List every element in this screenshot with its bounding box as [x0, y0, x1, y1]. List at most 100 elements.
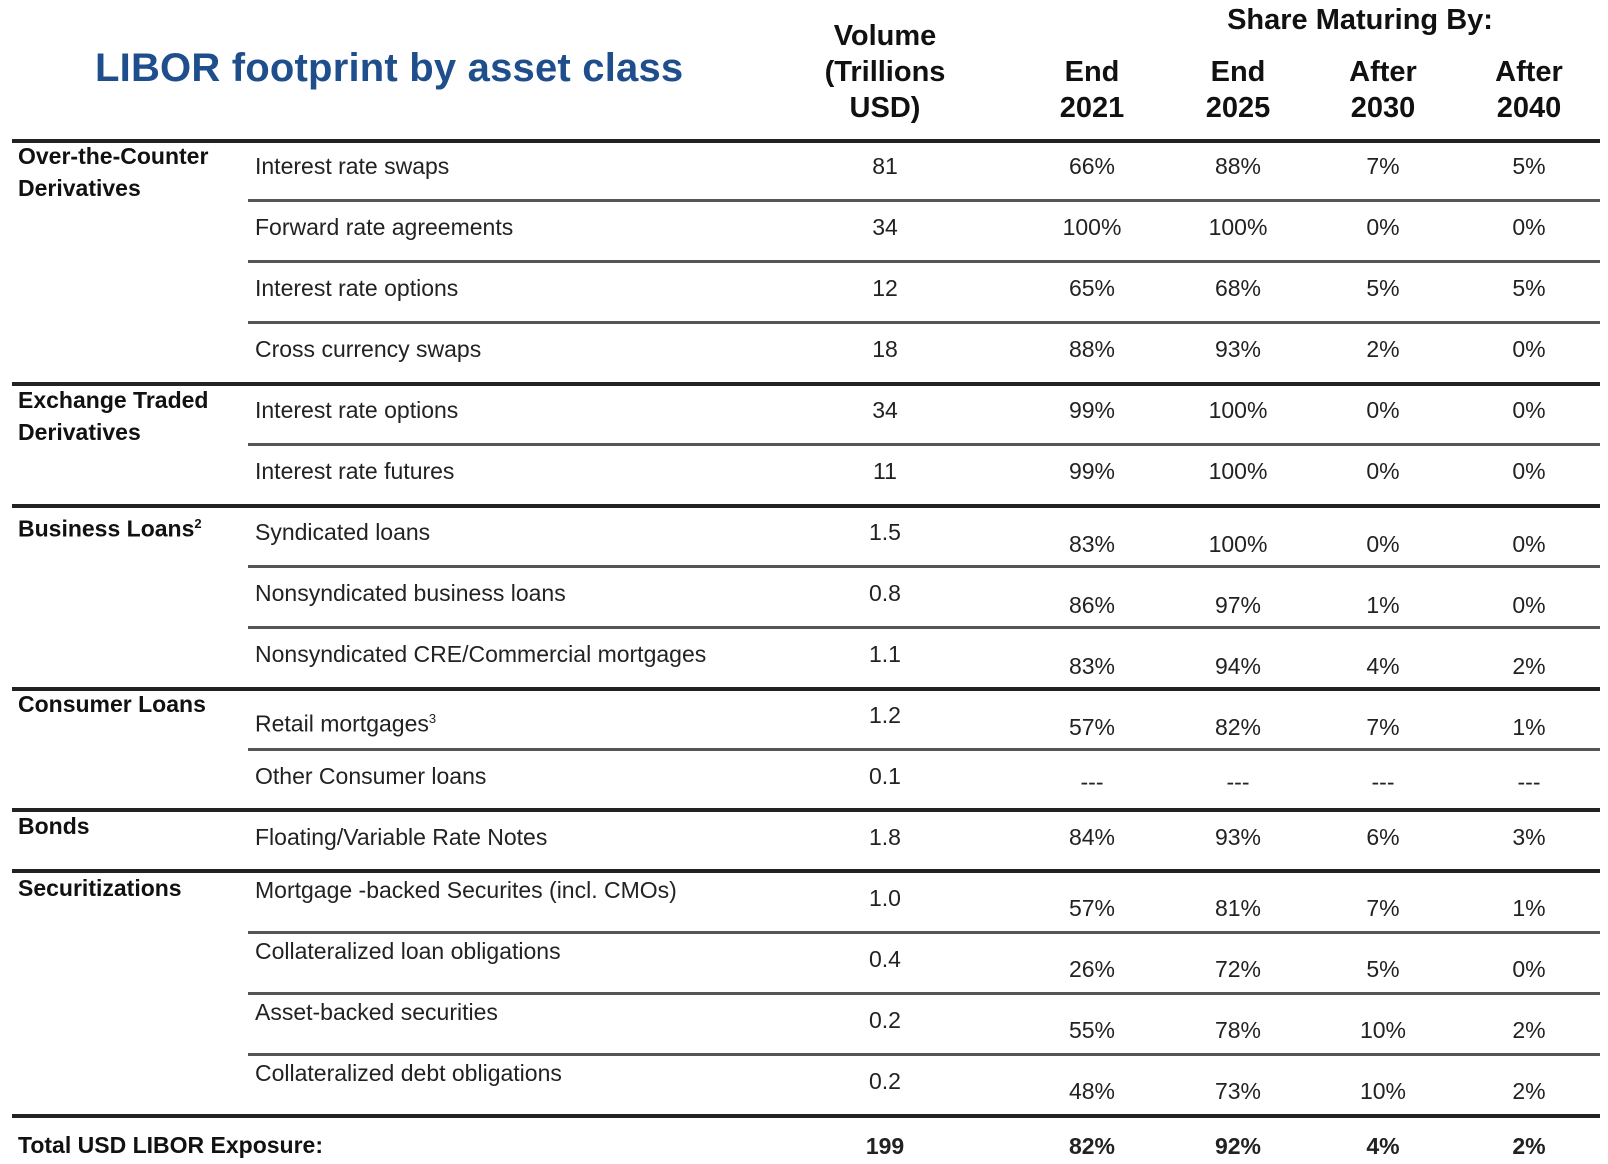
cell-end-2021: 57% [1068, 714, 1116, 740]
cell-after-2040: 2% [1512, 653, 1546, 679]
cell-end-2025: 88% [1214, 153, 1262, 179]
row-divider [248, 260, 1600, 263]
total-volume: 199 [865, 1133, 905, 1159]
row-label-text: Interest rate futures [255, 458, 455, 484]
cell-end-2025: 73% [1214, 1078, 1262, 1104]
cell-after-2040: 0% [1512, 214, 1546, 240]
row-label: Interest rate futures [255, 457, 454, 485]
row-label: Other Consumer loans [255, 762, 486, 790]
col-header-line: 2025 [1205, 92, 1271, 124]
row-label: Collateralized loan obligations [255, 937, 561, 965]
row-divider [248, 748, 1600, 751]
cell-after-2030: 7% [1366, 714, 1400, 740]
col-header-line: End [1210, 56, 1266, 88]
row-label-text: Interest rate options [255, 397, 459, 423]
col-header-end-2025: End 2025 [1168, 54, 1308, 126]
row-divider [248, 443, 1600, 446]
row-label-text: Collateralized debt obligations [255, 1060, 562, 1086]
row-volume: 81 [872, 153, 898, 179]
cell-after-2040: 2% [1512, 1017, 1546, 1043]
cell-end-2025: 100% [1208, 458, 1268, 484]
row-label: Interest rate options [255, 274, 458, 302]
col-header-line: After [1495, 56, 1563, 88]
cell-end-2025: 72% [1214, 956, 1262, 982]
row-label: Nonsyndicated CRE/Commercial mortgages [255, 640, 706, 668]
row-volume: 34 [872, 214, 898, 240]
category-exchange-traded-derivatives: Exchange Traded Derivatives [18, 384, 208, 448]
cell-end-2025: 100% [1208, 531, 1268, 557]
row-volume: 0.4 [869, 946, 901, 972]
cell-after-2030: 10% [1359, 1078, 1407, 1104]
cell-after-2040: 0% [1512, 531, 1546, 557]
cell-end-2021: 99% [1068, 458, 1116, 484]
row-divider [248, 321, 1600, 324]
col-header-end-2021: End 2021 [1022, 54, 1162, 126]
category-bonds: Bonds [18, 810, 90, 842]
total-end-2021: 82% [1068, 1133, 1116, 1159]
row-volume: 1.2 [869, 702, 901, 728]
row-label-text: Floating/Variable Rate Notes [255, 824, 548, 850]
row-label-text: Nonsyndicated business loans [255, 580, 566, 606]
cell-end-2021: 66% [1068, 153, 1116, 179]
row-label-text: Other Consumer loans [255, 763, 487, 789]
cell-after-2030: 2% [1366, 336, 1400, 362]
cell-after-2030: 0% [1366, 214, 1400, 240]
cell-end-2021: 26% [1068, 956, 1116, 982]
row-label: Retail mortgages3 [255, 705, 436, 738]
footnote-marker: 3 [428, 711, 437, 726]
cell-end-2025: 93% [1214, 824, 1262, 850]
cell-end-2021: 55% [1068, 1017, 1116, 1043]
cell-after-2030: 6% [1366, 824, 1400, 850]
category-business-loans: Business Loans2 [18, 508, 202, 545]
row-divider [12, 808, 1600, 812]
total-after-2030: 4% [1366, 1133, 1400, 1159]
cell-after-2040: 0% [1512, 397, 1546, 423]
total-label: Total USD LIBOR Exposure: [18, 1132, 323, 1158]
row-volume: 0.2 [869, 1007, 901, 1033]
col-header-line: End [1064, 56, 1120, 88]
cell-after-2030: 4% [1366, 653, 1400, 679]
cell-after-2030: 1% [1366, 592, 1400, 618]
cell-after-2040: 0% [1512, 592, 1546, 618]
category-label: Exchange Traded [18, 387, 209, 413]
cell-end-2025: 68% [1214, 275, 1262, 301]
category-securitizations: Securitizations [18, 872, 182, 904]
row-volume: 0.1 [869, 763, 901, 789]
cell-end-2025: 100% [1208, 397, 1268, 423]
cell-after-2030: 0% [1366, 397, 1400, 423]
col-header-after-2030: After 2030 [1313, 54, 1453, 126]
cell-end-2021: 100% [1062, 214, 1122, 240]
col-header-after-2040: After 2040 [1459, 54, 1599, 126]
col-header-line: 2040 [1496, 92, 1562, 124]
row-label: Interest rate swaps [255, 152, 449, 180]
cell-after-2040: 1% [1512, 714, 1546, 740]
row-label: Floating/Variable Rate Notes [255, 823, 547, 851]
cell-after-2040: 2% [1512, 1078, 1546, 1104]
row-volume: 34 [872, 397, 898, 423]
col-header-line: After [1349, 56, 1417, 88]
row-label: Mortgage -backed Securites (incl. CMOs) [255, 876, 677, 904]
cell-end-2025: 93% [1214, 336, 1262, 362]
cell-after-2030: 7% [1366, 153, 1400, 179]
category-consumer-loans: Consumer Loans [18, 688, 206, 720]
category-otc-derivatives: Over-the-Counter Derivatives [18, 140, 208, 204]
total-after-2040: 2% [1512, 1133, 1546, 1159]
cell-after-2030: 5% [1366, 275, 1400, 301]
row-volume: 0.8 [869, 580, 901, 606]
row-label: Forward rate agreements [255, 213, 513, 241]
row-label-text: Interest rate swaps [255, 153, 450, 179]
cell-end-2021: 86% [1068, 592, 1116, 618]
cell-after-2040: 0% [1512, 458, 1546, 484]
volume-header-line: (Trillions [824, 56, 946, 88]
cell-end-2021: 88% [1068, 336, 1116, 362]
cell-after-2040: 5% [1512, 153, 1546, 179]
row-volume: 11 [873, 458, 897, 484]
cell-end-2025: 78% [1214, 1017, 1262, 1043]
row-volume: 1.1 [869, 641, 901, 667]
row-label-text: Asset-backed securities [255, 999, 498, 1025]
row-label: Collateralized debt obligations [255, 1059, 562, 1087]
cell-end-2025: 100% [1208, 214, 1268, 240]
cell-after-2030: 5% [1366, 956, 1400, 982]
cell-end-2021: 83% [1068, 531, 1116, 557]
row-divider [248, 992, 1600, 995]
